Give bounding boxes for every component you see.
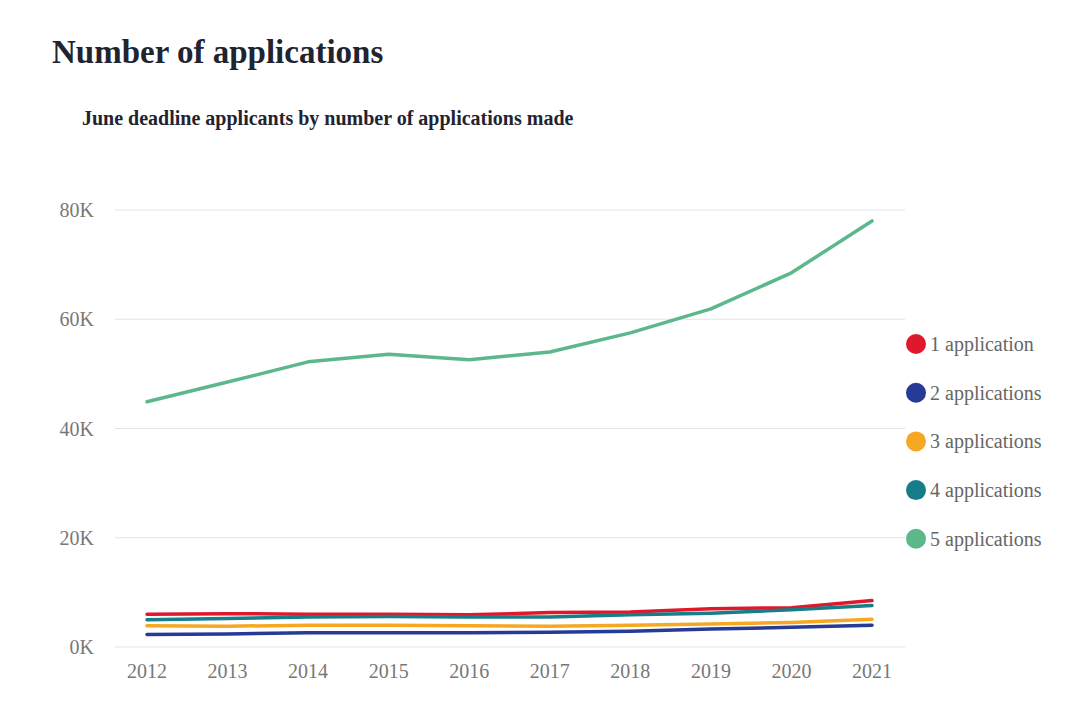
legend-swatch — [906, 480, 926, 500]
grid-line — [115, 646, 905, 647]
x-tick-label: 2012 — [127, 660, 167, 682]
grid-line — [115, 428, 905, 429]
legend: 1 application 2 applications 3 application… — [906, 333, 1042, 551]
x-tick-label: 2014 — [288, 660, 328, 682]
legend-swatch — [906, 334, 926, 354]
chart-root: Number of applications June deadline appl… — [0, 0, 1080, 719]
x-tick-label: 2020 — [771, 660, 811, 682]
legend-swatch — [906, 529, 926, 549]
legend-label: 3 applications — [930, 430, 1042, 453]
grid-line — [115, 319, 905, 320]
x-tick-label: 2018 — [610, 660, 650, 682]
grid-line — [115, 537, 905, 538]
x-tick-label: 2013 — [208, 660, 248, 682]
y-axis: 0K 20K 40K 60K 80K — [60, 199, 905, 658]
legend-swatch — [906, 383, 926, 403]
x-tick-label: 2019 — [691, 660, 731, 682]
y-tick-label: 80K — [60, 199, 95, 221]
x-tick-label: 2015 — [369, 660, 409, 682]
lines — [147, 221, 872, 635]
title: Number of applications — [52, 34, 383, 70]
legend-label: 5 applications — [930, 528, 1042, 551]
y-tick-label: 0K — [70, 636, 95, 658]
series-line — [147, 619, 872, 626]
subtitle: June deadline applicants by number of ap… — [82, 107, 574, 130]
y-tick-label: 40K — [60, 418, 95, 440]
series-line — [147, 605, 872, 619]
legend-label: 2 applications — [930, 382, 1042, 405]
series-line — [147, 221, 872, 402]
x-tick-label: 2016 — [449, 660, 489, 682]
grid-line — [115, 209, 905, 210]
y-tick-label: 60K — [60, 308, 95, 330]
legend-label: 4 applications — [930, 479, 1042, 502]
chart: Number of applications June deadline appl… — [0, 0, 1080, 719]
x-tick-label: 2017 — [530, 660, 570, 682]
legend-label: 1 application — [930, 333, 1034, 356]
x-axis: 2012 2013 2014 2015 2016 2017 2018 2019 2020 2021 — [127, 660, 892, 682]
y-tick-label: 20K — [60, 527, 95, 549]
x-tick-label: 2021 — [852, 660, 892, 682]
legend-swatch — [906, 431, 926, 451]
